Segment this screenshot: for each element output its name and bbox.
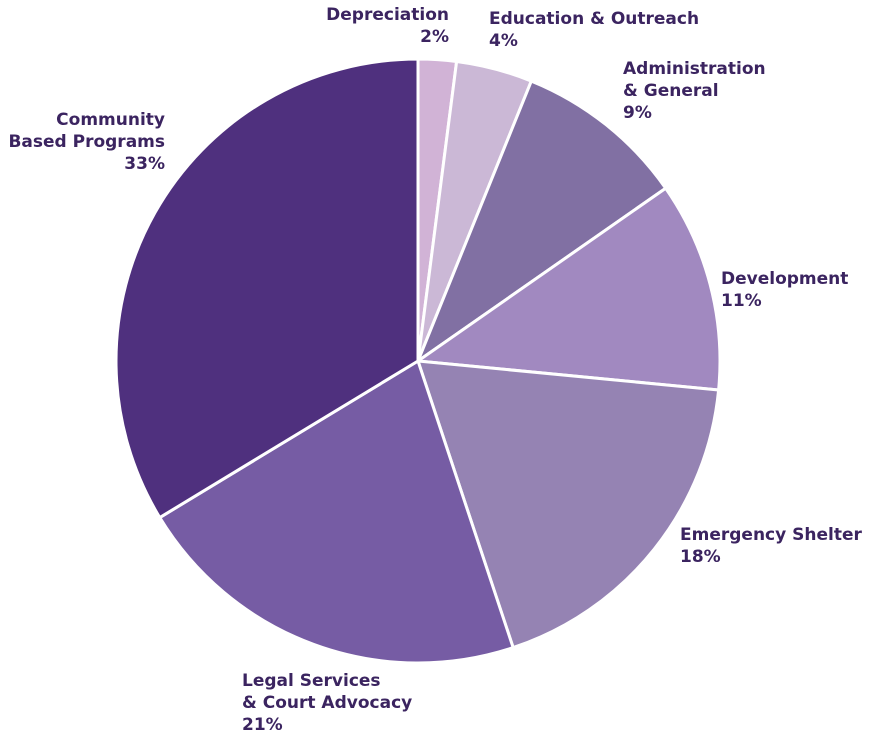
pie-label-depreciation: Depreciation 2% xyxy=(326,5,449,47)
pie-slice-administration-and-general xyxy=(416,79,668,363)
pie-label-line: Community xyxy=(56,110,165,130)
pie-label-line: Education & Outreach xyxy=(489,9,699,29)
pie-slices xyxy=(114,57,722,665)
pie-label-percent: 33% xyxy=(124,154,165,174)
pie-label-line: Emergency Shelter xyxy=(680,525,862,545)
pie-label-community-based-programs: Community Based Programs 33% xyxy=(8,110,165,174)
pie-label-percent: 4% xyxy=(489,31,518,51)
pie-label-development: Development 11% xyxy=(721,269,848,311)
pie-label-line: Administration xyxy=(623,59,766,79)
pie-label-line: Legal Services xyxy=(242,671,381,691)
pie-label-emergency-shelter: Emergency Shelter 18% xyxy=(680,525,862,567)
pie-slice-community-based-programs xyxy=(114,57,420,520)
pie-label-percent: 9% xyxy=(623,103,652,123)
pie-slice-emergency-shelter xyxy=(416,359,721,650)
pie-label-percent: 21% xyxy=(242,715,283,735)
pie-label-percent: 2% xyxy=(420,27,449,47)
pie-labels: Depreciation 2% Education & Outreach 4% Admi… xyxy=(8,5,862,735)
pie-slice-development xyxy=(416,186,722,392)
pie-label-legal-services-and-court-advocacy: Legal Services & Court Advocacy 21% xyxy=(242,671,412,735)
pie-label-percent: 18% xyxy=(680,547,721,567)
pie-label-administration-and-general: Administration & General 9% xyxy=(623,59,766,123)
pie-label-line: Development xyxy=(721,269,848,289)
pie-label-percent: 11% xyxy=(721,291,762,311)
pie-label-line: Based Programs xyxy=(8,132,165,152)
pie-label-education-and-outreach: Education & Outreach 4% xyxy=(489,9,699,51)
pie-label-line: & Court Advocacy xyxy=(242,693,412,713)
pie-label-line: & General xyxy=(623,81,719,101)
pie-label-line: Depreciation xyxy=(326,5,449,25)
pie-slice-legal-services-and-court-advocacy xyxy=(158,359,515,665)
